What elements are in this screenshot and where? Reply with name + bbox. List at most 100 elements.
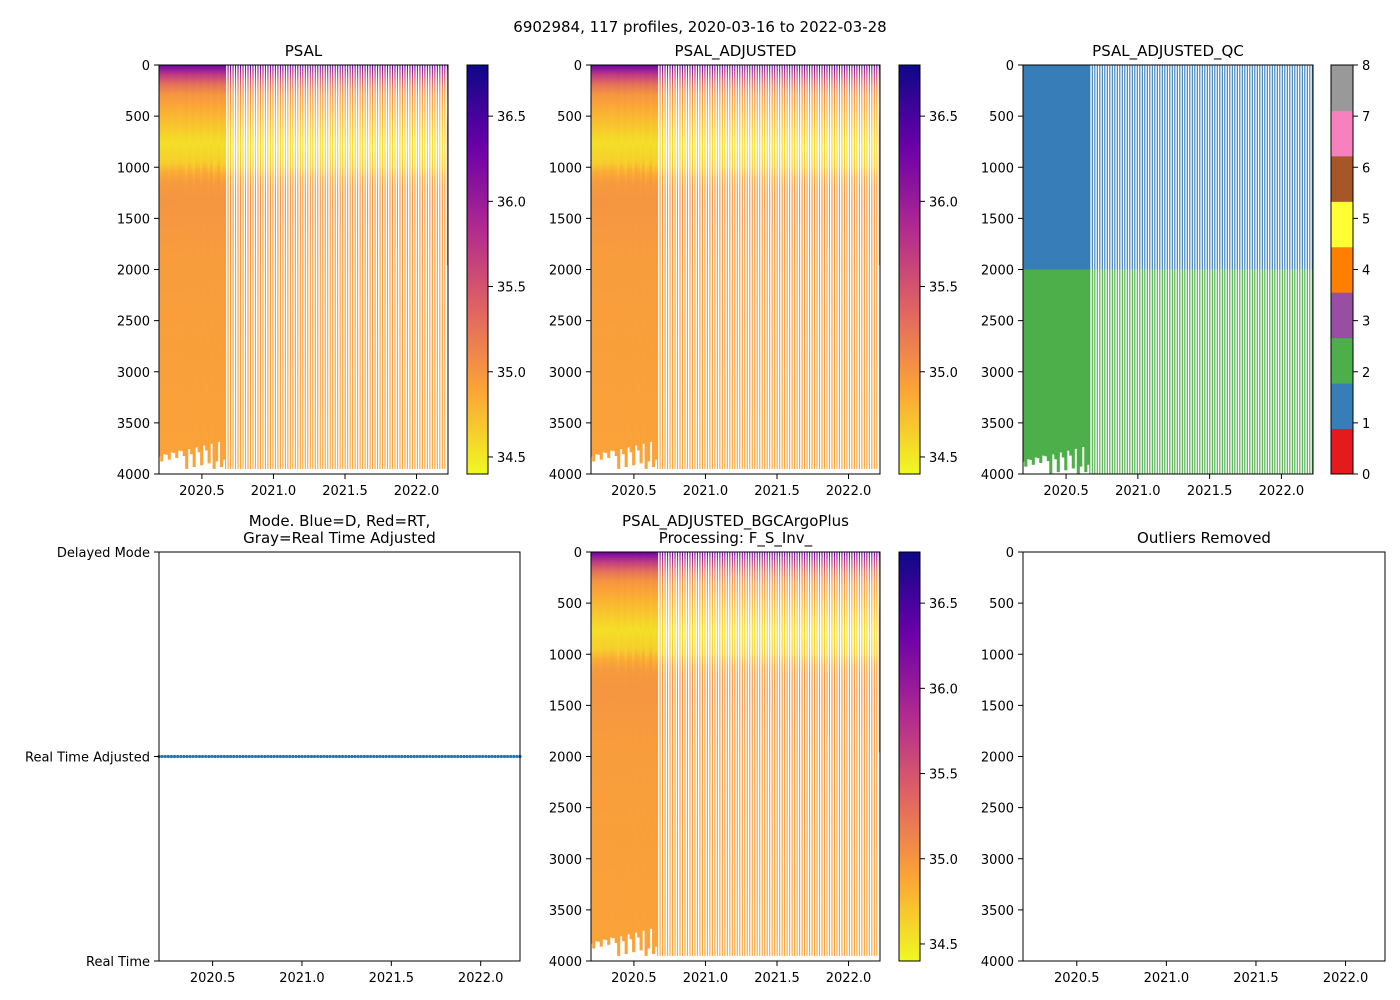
profile-column (818, 65, 821, 469)
profile-column (354, 65, 356, 469)
profile-column (801, 552, 803, 956)
profile-column (799, 552, 801, 956)
qc-column-upper (1084, 65, 1088, 270)
profile-column (776, 65, 778, 469)
y-tick-label: 1000 (117, 161, 150, 176)
colorbar-tick-label: 2 (1362, 366, 1370, 381)
qc-column-upper (1171, 65, 1173, 270)
profile-column (831, 552, 833, 956)
profile-column (848, 552, 850, 956)
mode-point (210, 754, 214, 759)
qc-column-lower (1186, 269, 1188, 474)
colorbar: 34.5 35.0 35.5 36.0 36.5 (466, 64, 526, 475)
mode-point (250, 754, 254, 759)
mode-point (284, 754, 289, 759)
mode-point (409, 754, 413, 759)
qc-column-upper (1086, 65, 1090, 270)
mode-point (403, 754, 407, 759)
mode-point (328, 754, 332, 759)
profile-column (866, 65, 868, 469)
profile-column (309, 65, 311, 469)
qc-column-lower (1094, 269, 1096, 474)
profile-column (709, 552, 711, 956)
profile-column (721, 552, 723, 956)
qc-column-upper (1184, 65, 1186, 270)
profile-column (319, 65, 321, 469)
qc-column-lower (1104, 269, 1106, 474)
profile-column (192, 65, 196, 468)
profile-column (789, 65, 791, 469)
qc-column-lower (1084, 269, 1088, 473)
qc-column-lower (1034, 269, 1038, 458)
profile-column (220, 65, 224, 468)
mode-point (428, 754, 432, 759)
y-tick-label: 0 (1006, 546, 1014, 561)
profile-column (317, 65, 319, 469)
qc-column-lower (1116, 269, 1118, 474)
mode-point (194, 754, 198, 759)
x-tick-label: 2021.5 (369, 971, 415, 986)
panel-title-line2: Processing: F_S_Inv_ (659, 529, 813, 548)
profile-column (622, 65, 626, 455)
mode-point (256, 754, 261, 759)
x-tick-label: 2022.0 (1323, 971, 1369, 986)
profile-column (749, 65, 751, 469)
profile-column (612, 552, 616, 939)
profile-column (739, 552, 741, 956)
profile-column (876, 65, 878, 469)
profile-column (699, 552, 701, 956)
qc-column-upper (1241, 65, 1243, 270)
profile-column (202, 65, 206, 446)
y-tick-label: 3000 (549, 366, 582, 381)
mode-point (425, 754, 429, 759)
qc-column-upper (1214, 65, 1216, 270)
profile-column (806, 65, 808, 469)
qc-column-lower (1244, 269, 1246, 474)
profile-column (878, 552, 880, 753)
profile-column (429, 65, 431, 469)
mode-point (294, 754, 298, 759)
qc-column-lower (1239, 269, 1241, 474)
profile-column (828, 65, 831, 469)
profile-column (639, 65, 643, 464)
profile-column (826, 65, 828, 469)
mode-point (322, 754, 326, 759)
qc-column-upper (1189, 65, 1191, 270)
qc-column-upper (1106, 65, 1108, 270)
profile-column (627, 65, 631, 448)
profile-column (726, 65, 728, 469)
qc-column-upper (1023, 65, 1025, 270)
profile-column (632, 552, 636, 953)
profile-column (426, 65, 428, 469)
y-tick-label: 2500 (549, 802, 582, 817)
qc-column-upper (1111, 65, 1113, 270)
x-tick-label: 2021.5 (754, 484, 800, 499)
qc-column-lower (1126, 269, 1128, 474)
profile-column (766, 552, 768, 956)
qc-column-upper (1064, 65, 1068, 270)
profile-column (644, 65, 648, 469)
y-tick-label: Real Time (86, 955, 150, 970)
profile-column (444, 65, 446, 469)
profile-column (347, 65, 349, 469)
y-tick-label: 500 (125, 110, 150, 125)
mode-point (235, 754, 239, 759)
colorbar-tick-label: 3 (1362, 315, 1370, 330)
qc-column-upper (1211, 65, 1213, 270)
y-tick-label: 4000 (981, 468, 1014, 483)
qc-column-lower (1064, 269, 1068, 471)
y-tick-label: 2000 (549, 751, 582, 766)
profile-column (654, 65, 658, 460)
profile-column (729, 552, 731, 956)
mode-point (303, 754, 307, 759)
profile-column (779, 65, 781, 469)
y-tick-label: 1500 (549, 212, 582, 227)
mode-point (200, 754, 205, 759)
mode-point (421, 754, 426, 759)
y-tick-label: 2000 (981, 751, 1014, 766)
profile-column (744, 552, 746, 956)
colorbar-tick-label: 0 (1362, 468, 1370, 483)
mode-point (443, 754, 447, 759)
mode-point (247, 754, 251, 759)
qc-column-upper (1311, 65, 1313, 270)
